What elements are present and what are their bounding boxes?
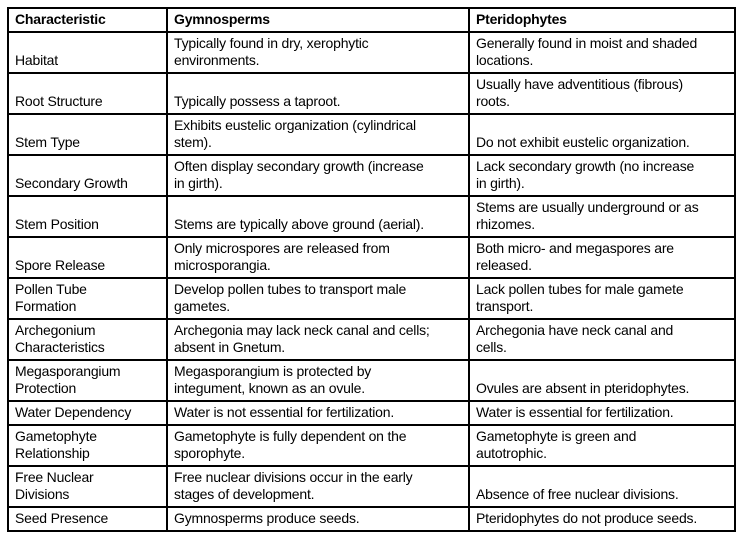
table-row-seed-presence: Seed Presence Gymnosperms produce seeds.…: [7, 506, 736, 532]
comparison-table-container: Characteristic Gymnosperms Pteridophytes…: [7, 7, 736, 532]
cell-pteridophytes: Generally found in moist and shaded loca…: [468, 31, 736, 74]
cell-gymnosperms: Typically found in dry, xerophytic envir…: [166, 31, 470, 74]
table-row-water-dependency: Water Dependency Water is not essential …: [7, 400, 736, 426]
cell-characteristic: Root Structure: [7, 72, 168, 115]
cell-characteristic: Spore Release: [7, 236, 168, 279]
column-header-gymnosperms: Gymnosperms: [166, 7, 470, 33]
cell-characteristic: Gametophyte Relationship: [7, 424, 168, 467]
cell-characteristic: Pollen Tube Formation: [7, 277, 168, 320]
table-row-stem-type: Stem Type Exhibits eustelic organization…: [7, 113, 736, 156]
cell-pteridophytes: Water is essential for fertilization.: [468, 400, 736, 426]
cell-gymnosperms: Gymnosperms produce seeds.: [166, 506, 470, 532]
cell-pteridophytes: Do not exhibit eustelic organization.: [468, 113, 736, 156]
table-row-secondary-growth: Secondary Growth Often display secondary…: [7, 154, 736, 197]
table-row-spore-release: Spore Release Only microspores are relea…: [7, 236, 736, 279]
cell-pteridophytes: Usually have adventitious (fibrous) root…: [468, 72, 736, 115]
cell-characteristic: Secondary Growth: [7, 154, 168, 197]
column-header-characteristic: Characteristic: [7, 7, 168, 33]
cell-gymnosperms: Free nuclear divisions occur in the earl…: [166, 465, 470, 508]
cell-characteristic: Stem Type: [7, 113, 168, 156]
cell-pteridophytes: Stems are usually underground or as rhiz…: [468, 195, 736, 238]
cell-gymnosperms: Stems are typically above ground (aerial…: [166, 195, 470, 238]
column-header-pteridophytes: Pteridophytes: [468, 7, 736, 33]
cell-pteridophytes: Both micro- and megaspores are released.: [468, 236, 736, 279]
gymnosperms-vs-pteridophytes-table: Characteristic Gymnosperms Pteridophytes…: [7, 7, 736, 532]
table-row-gametophyte-relationship: Gametophyte Relationship Gametophyte is …: [7, 424, 736, 467]
cell-pteridophytes: Archegonia have neck canal and cells.: [468, 318, 736, 361]
cell-characteristic: Habitat: [7, 31, 168, 74]
cell-gymnosperms: Water is not essential for fertilization…: [166, 400, 470, 426]
cell-characteristic: Water Dependency: [7, 400, 168, 426]
table-row-pollen-tube-formation: Pollen Tube Formation Develop pollen tub…: [7, 277, 736, 320]
table-row-root-structure: Root Structure Typically possess a tapro…: [7, 72, 736, 115]
table-row-free-nuclear-divisions: Free Nuclear Divisions Free nuclear divi…: [7, 465, 736, 508]
cell-gymnosperms: Exhibits eustelic organization (cylindri…: [166, 113, 470, 156]
cell-gymnosperms: Gametophyte is fully dependent on the sp…: [166, 424, 470, 467]
cell-pteridophytes: Lack secondary growth (no increase in gi…: [468, 154, 736, 197]
cell-gymnosperms: Only microspores are released from micro…: [166, 236, 470, 279]
table-row-stem-position: Stem Position Stems are typically above …: [7, 195, 736, 238]
cell-pteridophytes: Ovules are absent in pteridophytes.: [468, 359, 736, 402]
cell-characteristic: Archegonium Characteristics: [7, 318, 168, 361]
cell-characteristic: Megasporangium Protection: [7, 359, 168, 402]
cell-characteristic: Free Nuclear Divisions: [7, 465, 168, 508]
cell-gymnosperms: Often display secondary growth (increase…: [166, 154, 470, 197]
cell-pteridophytes: Absence of free nuclear divisions.: [468, 465, 736, 508]
header-row: Characteristic Gymnosperms Pteridophytes: [7, 7, 736, 33]
table-row-archegonium-characteristics: Archegonium Characteristics Archegonia m…: [7, 318, 736, 361]
cell-pteridophytes: Lack pollen tubes for male gamete transp…: [468, 277, 736, 320]
cell-pteridophytes: Gametophyte is green and autotrophic.: [468, 424, 736, 467]
cell-gymnosperms: Develop pollen tubes to transport male g…: [166, 277, 470, 320]
cell-gymnosperms: Megasporangium is protected by integumen…: [166, 359, 470, 402]
cell-gymnosperms: Archegonia may lack neck canal and cells…: [166, 318, 470, 361]
table-row-megasporangium-protection: Megasporangium Protection Megasporangium…: [7, 359, 736, 402]
cell-characteristic: Stem Position: [7, 195, 168, 238]
cell-pteridophytes: Pteridophytes do not produce seeds.: [468, 506, 736, 532]
table-row-habitat: Habitat Typically found in dry, xerophyt…: [7, 31, 736, 74]
cell-gymnosperms: Typically possess a taproot.: [166, 72, 470, 115]
cell-characteristic: Seed Presence: [7, 506, 168, 532]
